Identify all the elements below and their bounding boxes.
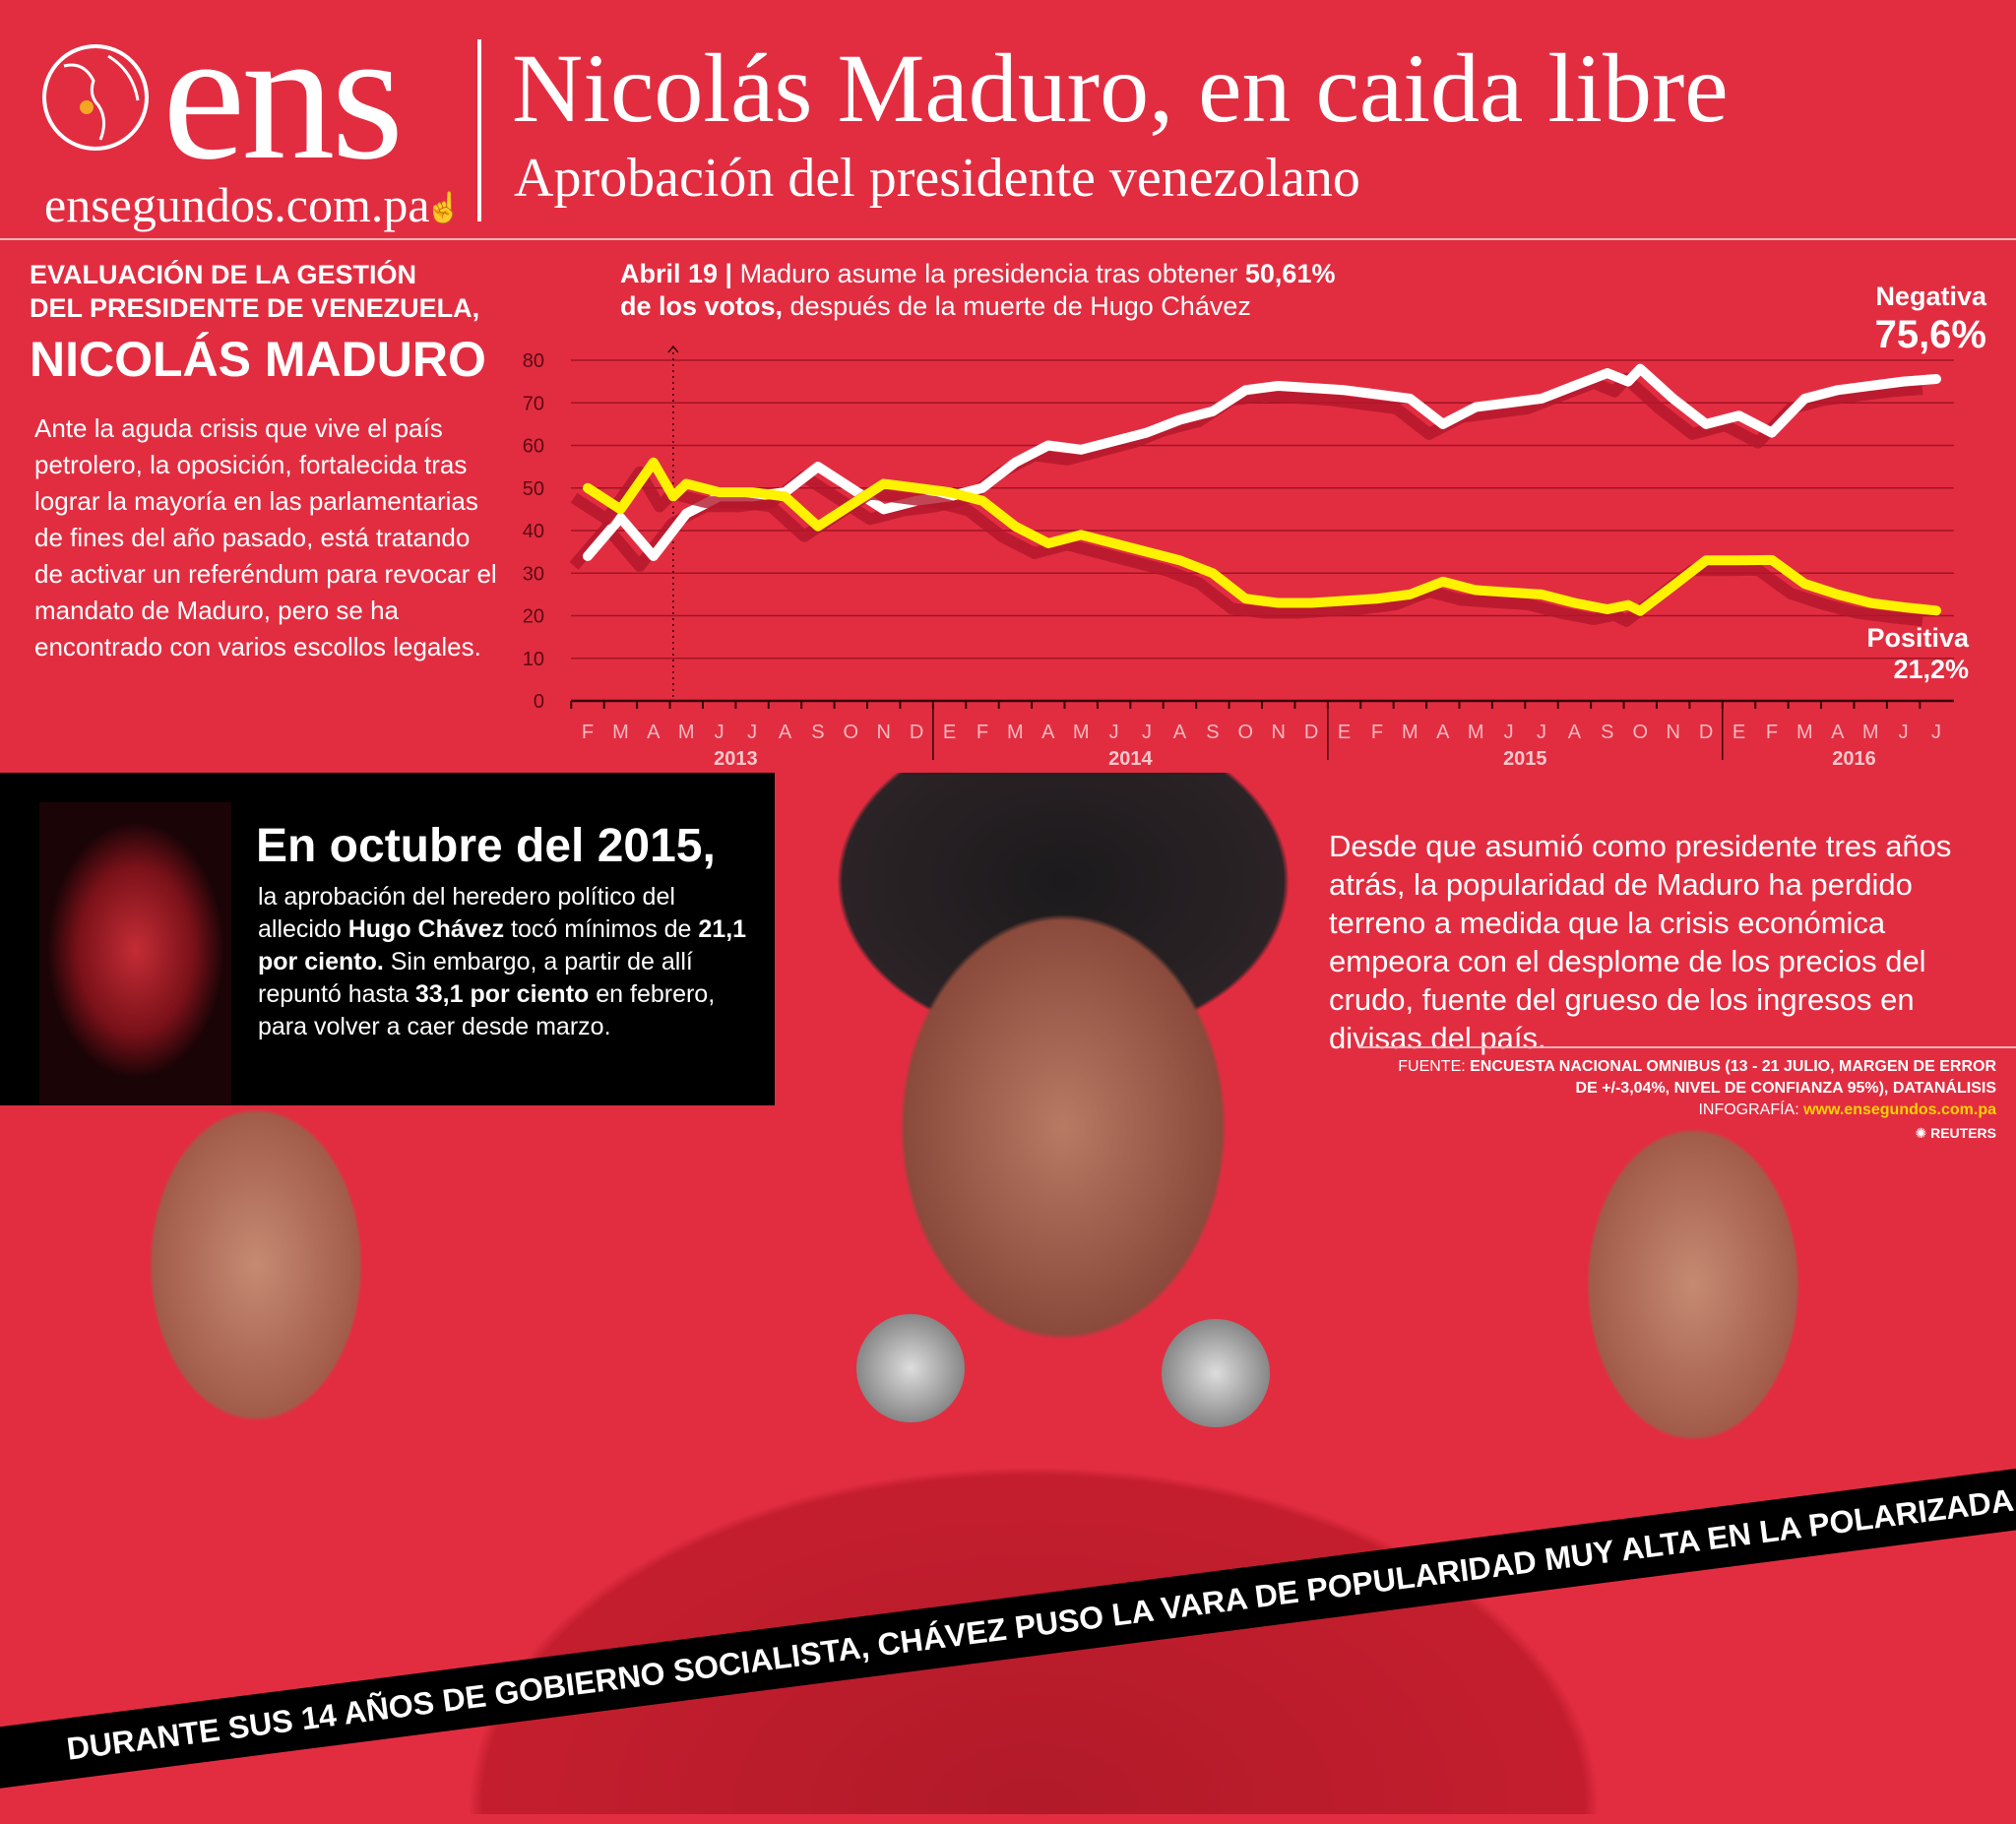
month-label: M [1468, 722, 1484, 743]
reuters-credit: ✺ REUTERS [1915, 1124, 1996, 1142]
month-label: M [1796, 722, 1813, 743]
month-label: J [1109, 722, 1119, 743]
month-label: O [1632, 722, 1648, 743]
month-label: J [1142, 722, 1152, 743]
series-shadow-negativa [574, 379, 1922, 566]
microphone-icon [856, 1314, 965, 1422]
month-label: O [844, 722, 859, 743]
month-label: F [1371, 722, 1383, 743]
infografia-url[interactable]: www.ensegundos.com.pa [1803, 1101, 1996, 1118]
month-label: M [612, 722, 629, 743]
month-label: S [811, 722, 824, 743]
source-label: FUENTE: [1398, 1058, 1470, 1075]
month-label: J [747, 722, 757, 743]
positive-series-value: 21,2% [1772, 654, 1969, 685]
month-label: A [1831, 722, 1845, 743]
y-tick-label: 60 [523, 436, 544, 458]
month-label: E [943, 722, 956, 743]
month-label: J [1537, 722, 1546, 743]
y-tick-label: 20 [523, 606, 544, 628]
month-label: E [1338, 722, 1351, 743]
month-label: S [1601, 722, 1613, 743]
y-tick-label: 50 [523, 478, 544, 500]
photo-chavez [39, 802, 231, 1105]
month-label: A [1436, 722, 1450, 743]
source-text1: ENCUESTA NACIONAL OMNIBUS (13 - 21 JULIO… [1470, 1058, 1996, 1075]
highlight-title: En octubre del 2015, [256, 819, 716, 874]
month-label: E [1732, 722, 1745, 743]
month-label: J [1931, 722, 1941, 743]
reuters-text: REUTERS [1930, 1125, 1996, 1141]
y-tick-label: 0 [534, 691, 544, 713]
y-tick-label: 70 [523, 393, 544, 414]
month-label: D [1304, 722, 1318, 743]
negative-series-name: Negativa [1790, 281, 1986, 312]
positive-end-label: Positiva 21,2% [1772, 622, 1969, 685]
month-label: A [779, 722, 792, 743]
right-paragraph: Desde que asumió como presidente tres añ… [1329, 827, 2013, 1057]
source-rule [1358, 1046, 2016, 1048]
hl-t2: tocó mínimos de [504, 915, 698, 943]
source-line2: DE +/-3,04%, NIVEL DE CONFIANZA 95%), DA… [1576, 1079, 1996, 1099]
month-label: F [582, 722, 594, 743]
y-tick-label: 80 [523, 350, 544, 372]
month-label: M [1862, 722, 1879, 743]
year-label: 2014 [1108, 748, 1153, 770]
month-label: A [647, 722, 661, 743]
month-label: F [1766, 722, 1778, 743]
month-label: J [1504, 722, 1514, 743]
month-label: S [1206, 722, 1219, 743]
month-label: D [910, 722, 923, 743]
month-label: M [678, 722, 695, 743]
negative-series-value: 75,6% [1790, 312, 1986, 357]
microphone-icon [1162, 1319, 1270, 1427]
hl-b1: Hugo Chávez [348, 915, 504, 943]
event-marker-caret-icon [668, 346, 678, 352]
year-label: 2016 [1832, 748, 1876, 770]
highlight-text: la aprobación del heredero político del … [258, 881, 750, 1043]
y-tick-label: 30 [523, 563, 544, 585]
source-text2: DE +/-3,04%, NIVEL DE CONFIANZA 95%), DA… [1576, 1080, 1996, 1097]
month-label: A [1568, 722, 1582, 743]
month-label: F [976, 722, 988, 743]
month-label: A [1041, 722, 1055, 743]
y-tick-label: 10 [523, 649, 544, 670]
infografia-label: INFOGRAFÍA: [1698, 1101, 1803, 1118]
month-label: J [715, 722, 724, 743]
infografia-line: INFOGRAFÍA: www.ensegundos.com.pa [1698, 1101, 1996, 1120]
month-label: D [1699, 722, 1713, 743]
month-label: N [877, 722, 891, 743]
month-label: O [1238, 722, 1254, 743]
month-label: J [1899, 722, 1909, 743]
month-label: M [1402, 722, 1418, 743]
month-label: N [1271, 722, 1285, 743]
hl-b3: 33,1 por ciento [415, 980, 589, 1008]
month-label: M [1073, 722, 1090, 743]
year-label: 2015 [1503, 748, 1547, 770]
year-label: 2013 [714, 748, 758, 770]
month-label: A [1173, 722, 1187, 743]
source-line1: FUENTE: ENCUESTA NACIONAL OMNIBUS (13 - … [1398, 1057, 1996, 1077]
month-label: N [1666, 722, 1679, 743]
negative-end-label: Negativa 75,6% [1790, 281, 1986, 357]
positive-series-name: Positiva [1772, 622, 1969, 654]
reuters-logo-icon: ✺ [1915, 1125, 1930, 1141]
y-tick-label: 40 [523, 521, 544, 542]
month-label: M [1007, 722, 1024, 743]
